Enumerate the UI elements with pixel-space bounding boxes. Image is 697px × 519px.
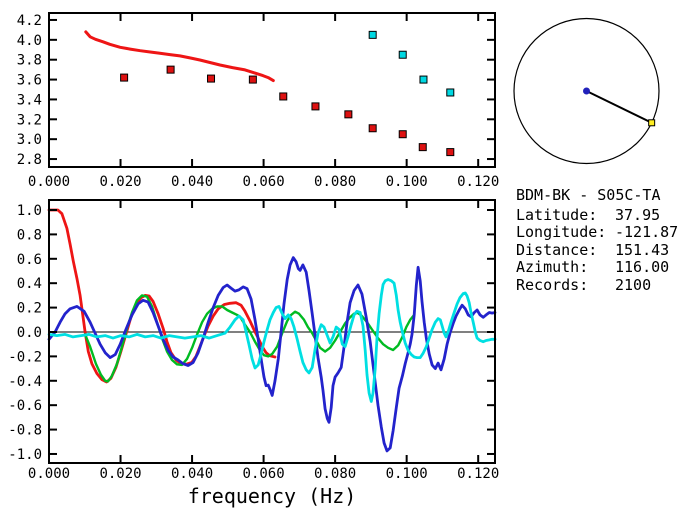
y-tick-label: -0.2 [8, 349, 42, 365]
y-tick-label: 4.0 [17, 33, 42, 49]
station-info-row: Azimuth: 116.00 [516, 258, 684, 277]
distance-value: 151.43 [615, 240, 670, 259]
longitude-value: -121.87 [615, 223, 679, 242]
group-velocity-picks-red-marker[interactable] [248, 75, 257, 84]
x-tick-label: 0.000 [28, 174, 70, 190]
y-tick-label: 0.2 [17, 301, 42, 317]
dispersion-frame [48, 12, 496, 168]
y-tick-label: 2.8 [17, 152, 42, 168]
group-velocity-picks-red-marker[interactable] [207, 74, 216, 83]
group-velocity-picks-cyan-marker[interactable] [368, 30, 377, 39]
y-tick-label: 1.0 [17, 203, 42, 219]
trace-cyan-curve [47, 278, 497, 403]
latitude-value: 37.95 [615, 206, 661, 224]
group-velocity-picks-red-marker[interactable] [279, 92, 288, 101]
station-info-panel: BDM-BK - S05C-TA Latitude: 37.95 Longitu… [516, 186, 684, 294]
correlation-plot: 0.000 0.020 0.040 0.060 0.080 0.100 0.120 -1.0 -… [8, 199, 499, 508]
records-label: Records: [516, 275, 589, 294]
group-velocity-picks-cyan-marker[interactable] [398, 50, 407, 59]
dispersion-plot: 0.000 0.020 0.040 0.060 0.080 0.100 0.120 2.8 3.… [17, 12, 499, 190]
x-tick-label: 0.040 [171, 174, 213, 190]
group-velocity-picks-red-marker[interactable] [446, 148, 455, 157]
azimuth-widget [513, 17, 660, 165]
x-tick-label: 0.060 [243, 174, 285, 190]
x-tick-label: 0.040 [171, 466, 213, 482]
station-info-row: Records: 2100 [516, 275, 684, 294]
x-tick-label: 0.120 [457, 174, 499, 190]
station-info-row: Distance: 151.43 [516, 240, 684, 259]
azimuth-circle [513, 17, 660, 165]
group-velocity-picks-red-marker[interactable] [398, 130, 407, 139]
y-tick-label: -0.4 [8, 374, 42, 390]
x-tick-label: 0.020 [99, 466, 141, 482]
x-tick-label: 0.100 [386, 466, 428, 482]
azimuth-line [586, 90, 653, 124]
x-tick-label: 0.000 [28, 466, 70, 482]
y-tick-label: 4.2 [17, 13, 42, 29]
group-velocity-picks-red-marker[interactable] [344, 110, 353, 119]
records-value: 2100 [615, 275, 652, 294]
x-tick-label: 0.020 [99, 174, 141, 190]
group-velocity-picks-cyan-marker[interactable] [446, 88, 455, 97]
y-tick-label: -0.8 [8, 423, 42, 439]
y-tick-label: 0.6 [17, 252, 42, 268]
group-velocity-picks-red-marker[interactable] [368, 124, 377, 133]
y-tick-label: 3.0 [17, 132, 42, 148]
group-velocity-picks-red-marker[interactable] [311, 102, 320, 111]
model-dispersion-curve-curve [84, 30, 275, 83]
group-velocity-picks-red-marker[interactable] [120, 73, 129, 82]
distance-label: Distance: [516, 240, 598, 259]
y-tick-label: 3.2 [17, 112, 42, 128]
x-axis-title: frequency (Hz) [188, 484, 357, 508]
station-pair-title: BDM-BK - S05C-TA [516, 186, 661, 204]
y-tick-label: 3.8 [17, 53, 42, 69]
group-velocity-picks-red [120, 65, 455, 157]
x-tick-label: 0.080 [314, 466, 356, 482]
group-velocity-picks-cyan [368, 30, 455, 97]
y-tick-label: 0.0 [17, 325, 42, 341]
group-velocity-picks-red-marker[interactable] [166, 65, 175, 74]
station-info-row: Longitude: -121.87 [516, 223, 684, 242]
y-tick-label: 3.4 [17, 92, 42, 108]
x-tick-label: 0.060 [243, 466, 285, 482]
y-tick-label: -0.6 [8, 398, 42, 414]
azimuth-endpoint-marker [648, 119, 656, 127]
latitude-label: Latitude: [516, 206, 598, 224]
x-tick-label: 0.100 [386, 174, 428, 190]
trace-blue-curve [47, 256, 497, 453]
y-tick-label: -1.0 [8, 447, 42, 463]
azimuth-label: Azimuth: [516, 258, 589, 277]
longitude-label: Longitude: [516, 223, 607, 242]
y-tick-label: 0.8 [17, 227, 42, 243]
x-tick-label: 0.080 [314, 174, 356, 190]
y-tick-label: 3.6 [17, 73, 42, 89]
station-info-row: Latitude: 37.95 [516, 206, 684, 224]
group-velocity-picks-red-marker[interactable] [418, 143, 427, 152]
y-tick-label: 0.4 [17, 276, 42, 292]
center-station-dot [583, 87, 590, 95]
x-tick-label: 0.120 [457, 466, 499, 482]
azimuth-value: 116.00 [615, 258, 670, 277]
trace-red-curve [47, 208, 277, 384]
group-velocity-picks-cyan-marker[interactable] [419, 75, 428, 84]
